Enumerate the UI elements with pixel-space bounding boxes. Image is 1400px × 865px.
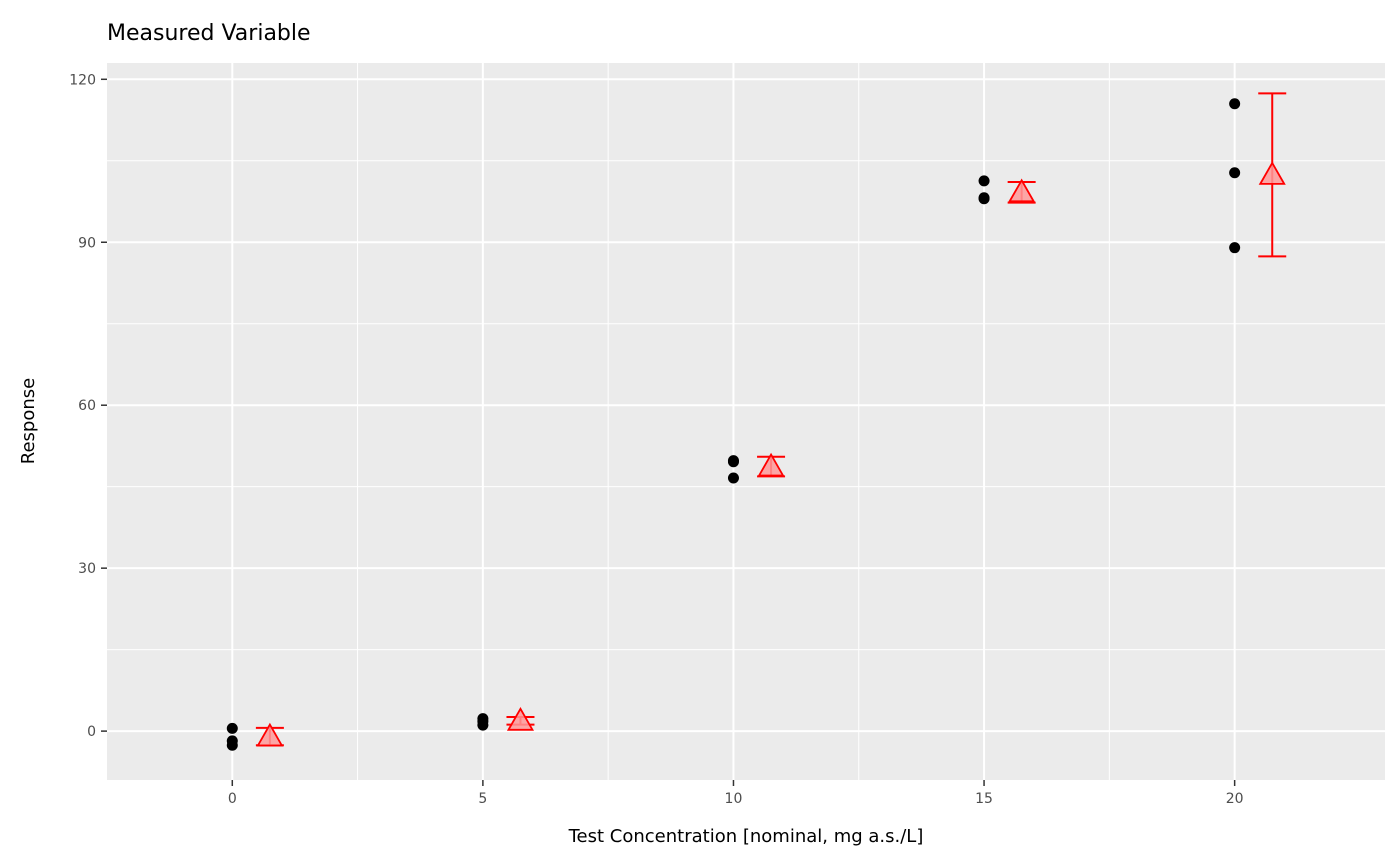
data-point: [1229, 242, 1241, 254]
y-tick-label: 60: [78, 398, 96, 414]
data-point: [1229, 98, 1241, 110]
x-tick-label: 0: [228, 791, 237, 807]
data-point: [477, 719, 489, 731]
y-tick-label: 30: [78, 561, 96, 577]
data-point: [978, 175, 990, 187]
axis-ticks: 0 30 60 90 120 0 5 10 15 20: [69, 72, 1243, 807]
data-point: [727, 455, 739, 467]
data-point: [1229, 167, 1241, 179]
x-tick-label: 5: [478, 791, 487, 807]
grid-minor: [107, 63, 1385, 780]
mean-marker: [1258, 161, 1286, 185]
x-tick-label: 15: [975, 791, 993, 807]
y-tick-label: 90: [78, 235, 96, 251]
mean-marker: [757, 452, 785, 477]
grid-major: [107, 63, 1385, 780]
mean-marker: [256, 722, 284, 747]
x-axis-title: Test Concentration [nominal, mg a.s./L]: [568, 826, 924, 847]
mean-marker: [1008, 178, 1036, 203]
chart-title: Measured Variable: [107, 21, 311, 46]
data-point: [978, 192, 990, 204]
x-tick-label: 20: [1226, 791, 1244, 807]
mean-marker: [506, 706, 535, 731]
y-axis-title: Response: [18, 378, 39, 464]
x-tick-label: 10: [725, 791, 743, 807]
data-point: [226, 722, 238, 734]
y-tick-label: 0: [87, 724, 96, 740]
y-tick-label: 120: [69, 72, 96, 88]
data-point: [226, 739, 238, 751]
data-marks: [226, 92, 1287, 751]
data-point: [727, 472, 739, 484]
plot-panel: [107, 63, 1385, 780]
